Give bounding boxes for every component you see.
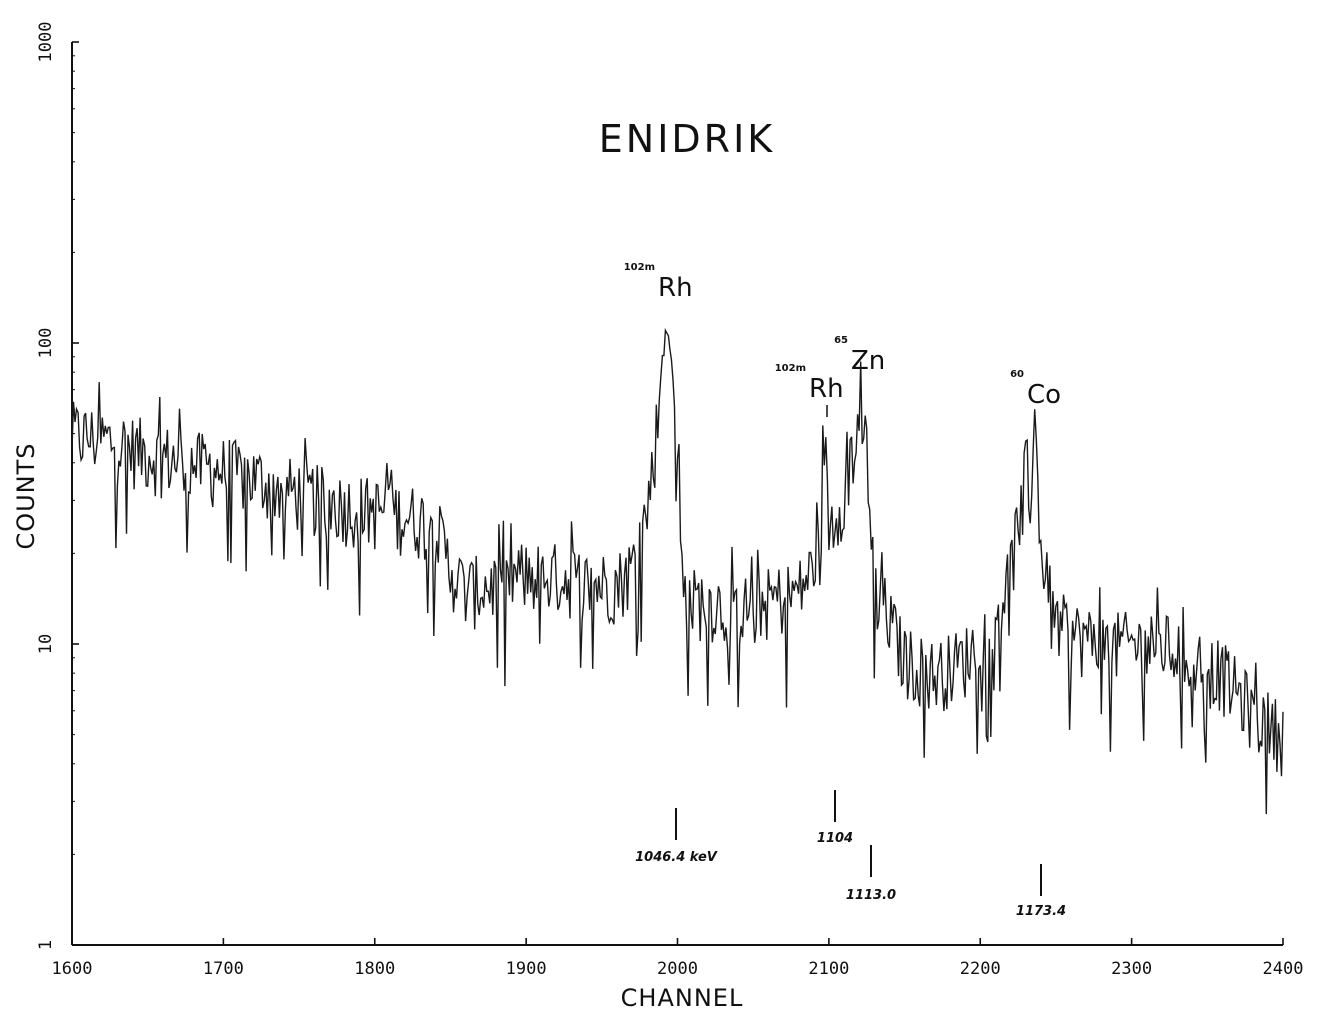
x-tick-label: 2400 bbox=[1263, 959, 1304, 979]
y-tick-label: 100 bbox=[36, 328, 56, 359]
x-tick-label: 1900 bbox=[506, 959, 547, 979]
energy-marker-label: 1113.0 bbox=[846, 888, 896, 903]
y-tick-label: 1000 bbox=[36, 22, 56, 63]
energy-marker-label: 1173.4 bbox=[1016, 904, 1066, 919]
x-axis-title: CHANNEL bbox=[621, 984, 744, 1012]
chart-title: ENIDRIK bbox=[599, 117, 775, 161]
isotope-symbol: Rh bbox=[658, 273, 693, 303]
isotope-symbol: Co bbox=[1027, 380, 1061, 410]
isotope-mass: 65 bbox=[834, 335, 848, 346]
spectrum-line bbox=[71, 327, 1284, 815]
y-tick-label: 10 bbox=[36, 634, 56, 654]
x-tick-label: 2000 bbox=[657, 959, 698, 979]
x-tick-label: 1800 bbox=[354, 959, 395, 979]
isotope-mass: 102m bbox=[624, 262, 655, 273]
energy-markers: 1046.4 keV 1104 1113.0 1173.4 bbox=[635, 790, 1066, 919]
x-tick-label: 2200 bbox=[960, 959, 1001, 979]
y-tick-label: 1 bbox=[36, 940, 56, 950]
axes bbox=[71, 42, 1283, 946]
x-tick-label: 1600 bbox=[52, 959, 93, 979]
x-ticks: 1600 1700 1800 1900 2000 2100 2200 2300 2400 bbox=[52, 938, 1304, 979]
y-ticks: 1 10 100 1000 bbox=[36, 22, 79, 950]
x-tick-label: 2100 bbox=[808, 959, 849, 979]
x-tick-label: 2300 bbox=[1111, 959, 1152, 979]
y-axis-title: COUNTS bbox=[12, 442, 40, 549]
isotope-symbol: Rh bbox=[809, 374, 844, 404]
energy-marker-label: 1104 bbox=[817, 831, 853, 846]
isotope-symbol: Zn bbox=[851, 346, 885, 376]
isotope-mass: 102m bbox=[775, 363, 806, 374]
x-tick-label: 1700 bbox=[203, 959, 244, 979]
energy-marker-label: 1046.4 keV bbox=[635, 850, 718, 865]
isotope-mass: 60 bbox=[1010, 369, 1024, 380]
